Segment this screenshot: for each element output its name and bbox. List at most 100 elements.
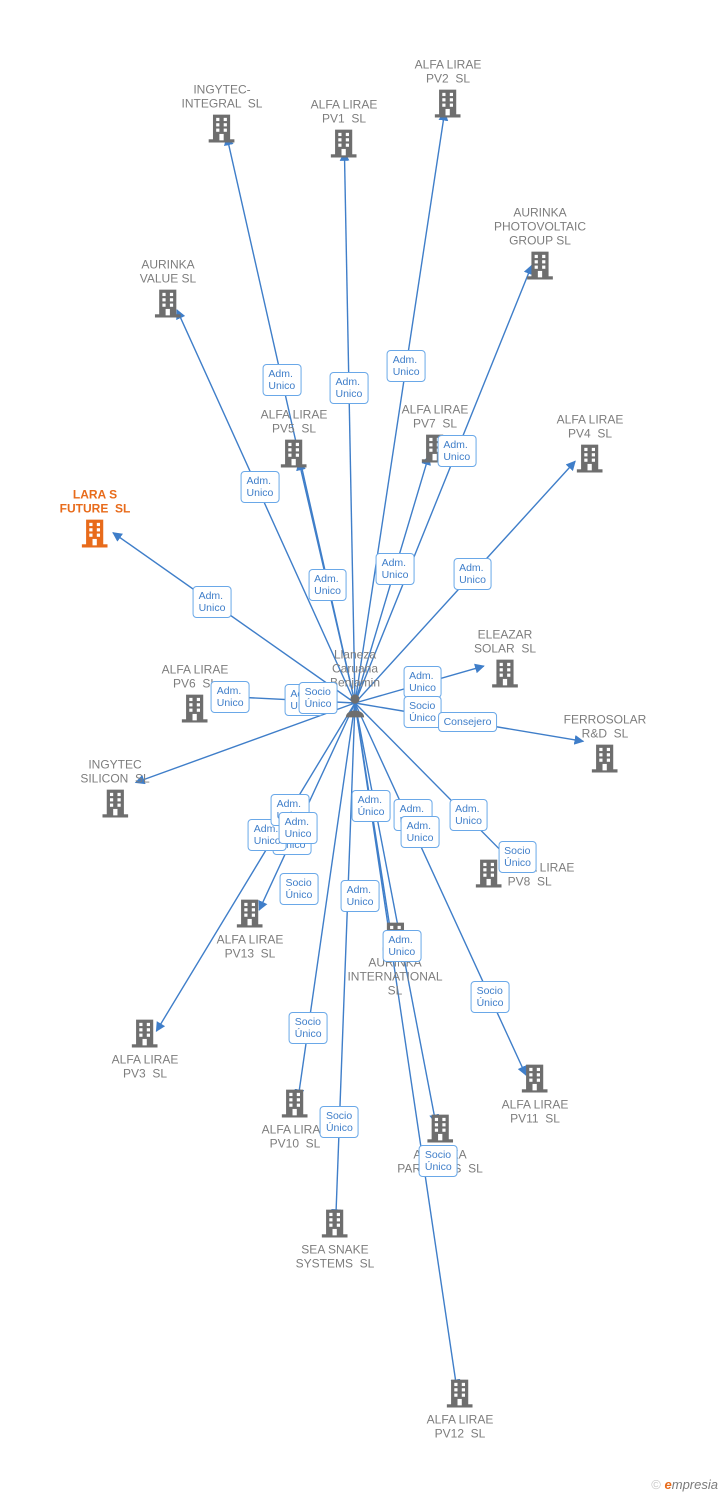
company-node: ALFA LIRAEPV7 SL	[402, 403, 469, 468]
edge-line	[344, 152, 355, 703]
edge-label: Adm. Unico	[453, 558, 492, 590]
edge-line	[355, 703, 392, 938]
company-node: ALFA LIRAEPV12 SL	[427, 1378, 494, 1443]
building-icon	[435, 105, 461, 122]
edge-label: Adm. Unico	[401, 816, 440, 848]
building-icon	[331, 145, 357, 162]
copyright-symbol: ©	[651, 1477, 661, 1492]
edge-label: Adm. Unico	[403, 666, 442, 698]
company-node: ALFA LIRAEPV11 SL	[502, 1063, 569, 1128]
building-icon	[281, 455, 307, 472]
edge-label: Adm. Unico	[273, 823, 312, 855]
company-label: ALFA LIRAEPV10 SL	[262, 1123, 329, 1151]
edge-line	[355, 461, 575, 703]
company-node: ALFA LIRAEPV1 SL	[311, 98, 378, 163]
building-icon	[182, 710, 208, 727]
company-node: AURINKAPARTNERS SL	[397, 1113, 483, 1178]
person-icon	[344, 705, 366, 722]
company-label: AURINKAPHOTOVOLTAICGROUP SL	[494, 206, 586, 248]
building-icon	[282, 1105, 308, 1122]
edge-line	[355, 703, 526, 1075]
company-label: ALFA LIRAEPV5 SL	[261, 408, 328, 436]
building-icon	[527, 267, 553, 284]
edge-line	[259, 703, 355, 910]
edge-label: Adm. Unico	[437, 435, 476, 467]
company-label: AURINKAINTERNATIONALSL	[347, 956, 442, 998]
building-icon	[155, 305, 181, 322]
building-icon	[492, 675, 518, 692]
edge-label: Adm. Unico	[330, 372, 369, 404]
edge-line	[113, 533, 355, 703]
company-node: AURINKAPHOTOVOLTAICGROUP SL	[494, 206, 586, 285]
company-label: ALFA LIRAEPV6 SL	[162, 663, 229, 691]
edge-line	[227, 136, 355, 703]
edge-line	[136, 703, 355, 783]
company-node: ELEAZARSOLAR SL	[474, 628, 536, 693]
building-icon	[132, 1035, 158, 1052]
building-icon	[427, 1130, 453, 1147]
edge-line	[355, 703, 457, 1388]
edge-line	[298, 703, 355, 1098]
company-label: ALFA LIRAEPV11 SL	[502, 1098, 569, 1126]
edge-label: Adm. Unico	[394, 799, 433, 831]
edge-label: Socio Único	[498, 841, 537, 873]
company-node: AURINKAINTERNATIONALSL	[347, 921, 442, 1000]
person-node-center: LlanezaCaruanaBenjamin	[330, 648, 380, 723]
company-node: ALFA LIRAEPV6 SL	[162, 663, 229, 728]
company-label: INGYTECSILICON SL	[80, 758, 149, 786]
brand-rest: mpresia	[672, 1477, 718, 1492]
building-icon	[102, 805, 128, 822]
company-node: ALFA LIRAEPV13 SL	[217, 898, 284, 963]
edge-line	[355, 265, 532, 703]
company-node: INGYTECSILICON SL	[80, 758, 149, 823]
edge-label: Socio Único	[289, 1012, 328, 1044]
edge-label: Adm. Unico	[279, 812, 318, 844]
company-node: SEA SNAKESYSTEMS SL	[296, 1208, 375, 1273]
edge-label: Socio Único	[471, 981, 510, 1013]
edge-label: Socio Único	[419, 1145, 458, 1177]
edge-line	[355, 703, 510, 859]
edge-label: Adm. Único	[352, 790, 391, 822]
edge-label: Adm. Unico	[284, 684, 323, 716]
edge-label: Adm. Unico	[449, 799, 488, 831]
company-label: LARA SFUTURE SL	[60, 488, 131, 516]
company-node: AURINKAVALUE SL	[140, 258, 196, 323]
edge-line	[355, 703, 436, 1123]
building-icon	[422, 450, 448, 467]
building-icon	[322, 1225, 348, 1242]
company-node: ALFA LIRAEPV2 SL	[415, 58, 482, 123]
edge-line	[355, 666, 484, 703]
company-node: FERROSOLARR&D SL	[564, 713, 647, 778]
edge-label: Adm. Unico	[248, 819, 287, 851]
company-node: ALFA LIRAEPV3 SL	[112, 1018, 179, 1083]
edge-label: Adm. Unico	[241, 471, 280, 503]
edge-label: Adm. Unico	[262, 364, 301, 396]
building-icon	[382, 938, 408, 955]
building-icon	[237, 915, 263, 932]
edge-line	[217, 696, 355, 703]
company-label: ELEAZARSOLAR SL	[474, 628, 536, 656]
edge-label: Adm. Unico	[211, 681, 250, 713]
building-icon	[592, 760, 618, 777]
company-node: ALFA LIRAEPV8 SL	[476, 858, 575, 893]
edge-label: Socio Único	[299, 682, 338, 714]
company-label: SEA SNAKESYSTEMS SL	[296, 1243, 375, 1271]
company-node: ALFA LIRAEPV10 SL	[262, 1088, 329, 1153]
company-label: ALFA LIRAEPV7 SL	[402, 403, 469, 431]
edge-line	[355, 112, 445, 703]
company-label: INGYTEC-INTEGRAL SL	[182, 83, 263, 111]
brand-initial: e	[665, 1477, 672, 1492]
company-label: ALFA LIRAEPV3 SL	[112, 1053, 179, 1081]
building-icon	[209, 130, 235, 147]
network-diagram: LlanezaCaruanaBenjamin INGYTEC-INTEGRAL …	[0, 0, 728, 1500]
building-icon	[447, 1395, 473, 1412]
company-label: ALFA LIRAEPV13 SL	[217, 933, 284, 961]
person-label: LlanezaCaruanaBenjamin	[330, 648, 380, 690]
company-label: ALFA LIRAEPV2 SL	[415, 58, 482, 86]
edge-line	[299, 461, 355, 703]
edge-label: Socio Único	[403, 696, 442, 728]
edge-label: Adm. Unico	[271, 794, 310, 826]
company-label: ALFA LIRAEPV8 SL	[508, 860, 575, 888]
building-icon	[476, 858, 502, 893]
watermark: © empresia	[651, 1477, 718, 1492]
